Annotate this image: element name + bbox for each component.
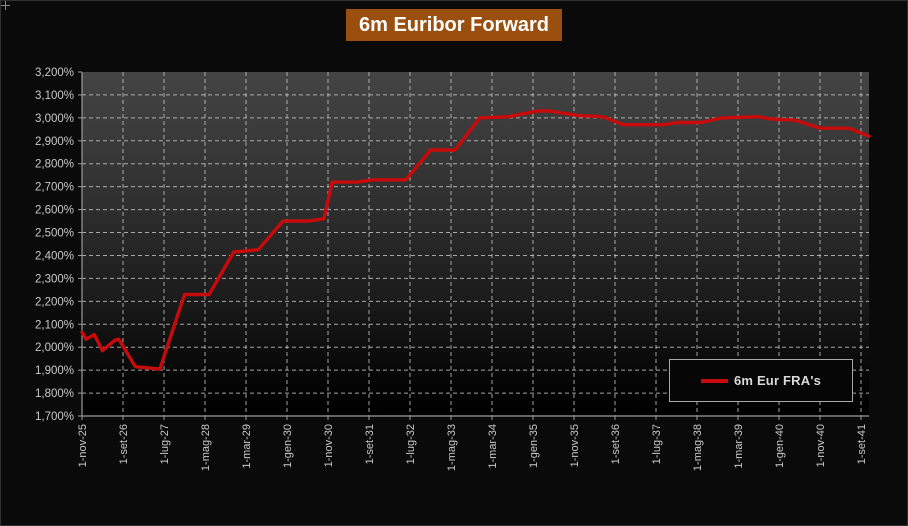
x-tick-label: 1-lug-37 — [651, 424, 663, 464]
legend-line-swatch — [700, 378, 728, 383]
x-tick-label: 1-set-26 — [118, 424, 130, 464]
x-tick-label: 1-lug-32 — [405, 424, 417, 464]
x-tick-label: 1-nov-40 — [815, 424, 827, 467]
y-tick-label: 2,800% — [35, 159, 74, 171]
y-tick-label: 1,700% — [35, 411, 74, 423]
y-axis: 3,200% 3,100% 3,000% 2,900% 2,800% 2,700% 2,60… — [35, 67, 869, 423]
y-tick-label: 2,900% — [35, 136, 74, 148]
corner-cross-marker — [1, 1, 10, 10]
y-tick-label: 2,200% — [35, 296, 74, 308]
x-axis: 1-nov-25 1-set-26 1-lug-27 1-mag-28 1-mar-29… — [77, 72, 868, 471]
x-tick-label: 1-set-31 — [364, 424, 376, 464]
axis-frame — [81, 72, 869, 417]
x-tick-label: 1-mar-29 — [241, 424, 253, 469]
series-line-6m-eur-fras — [80, 109, 871, 371]
x-tick-label: 1-nov-25 — [77, 424, 89, 467]
y-tick-label: 1,900% — [35, 365, 74, 377]
corner-cross-vertical — [5, 1, 6, 10]
x-tick-label: 1-set-41 — [856, 424, 868, 464]
y-tick-label: 3,000% — [35, 113, 74, 125]
y-tick-label: 2,500% — [35, 228, 74, 240]
x-tick-label: 1-mar-39 — [733, 424, 745, 469]
y-tick-label: 2,000% — [35, 342, 74, 354]
x-tick-label: 1-mar-34 — [487, 424, 499, 469]
y-tick-label: 2,100% — [35, 319, 74, 331]
x-tick-label: 1-mag-38 — [692, 424, 704, 471]
x-tick-label: 1-mag-33 — [446, 424, 458, 471]
y-tick-label: 2,600% — [35, 205, 74, 217]
x-tick-label: 1-gen-30 — [282, 424, 294, 468]
x-tick-label: 1-gen-40 — [774, 424, 786, 468]
y-tick-label: 3,200% — [35, 67, 74, 79]
x-tick-label: 1-set-36 — [610, 424, 622, 464]
x-tick-label: 1-nov-30 — [323, 424, 335, 467]
x-tick-label: 1-lug-27 — [159, 424, 171, 464]
y-tick-label: 2,300% — [35, 273, 74, 285]
x-tick-label: 1-mag-28 — [200, 424, 212, 471]
legend-series-label: 6m Eur FRA's — [733, 373, 822, 388]
x-tick-label: 1-nov-35 — [569, 424, 581, 467]
chart-title: 6m Euribor Forward — [345, 9, 563, 41]
legend: 6m Eur FRA's — [669, 359, 853, 402]
y-tick-label: 3,100% — [35, 90, 74, 102]
y-tick-label: 2,400% — [35, 250, 74, 262]
y-tick-label: 1,800% — [35, 388, 74, 400]
y-tick-label: 2,700% — [35, 182, 74, 194]
x-tick-label: 1-gen-35 — [528, 424, 540, 468]
